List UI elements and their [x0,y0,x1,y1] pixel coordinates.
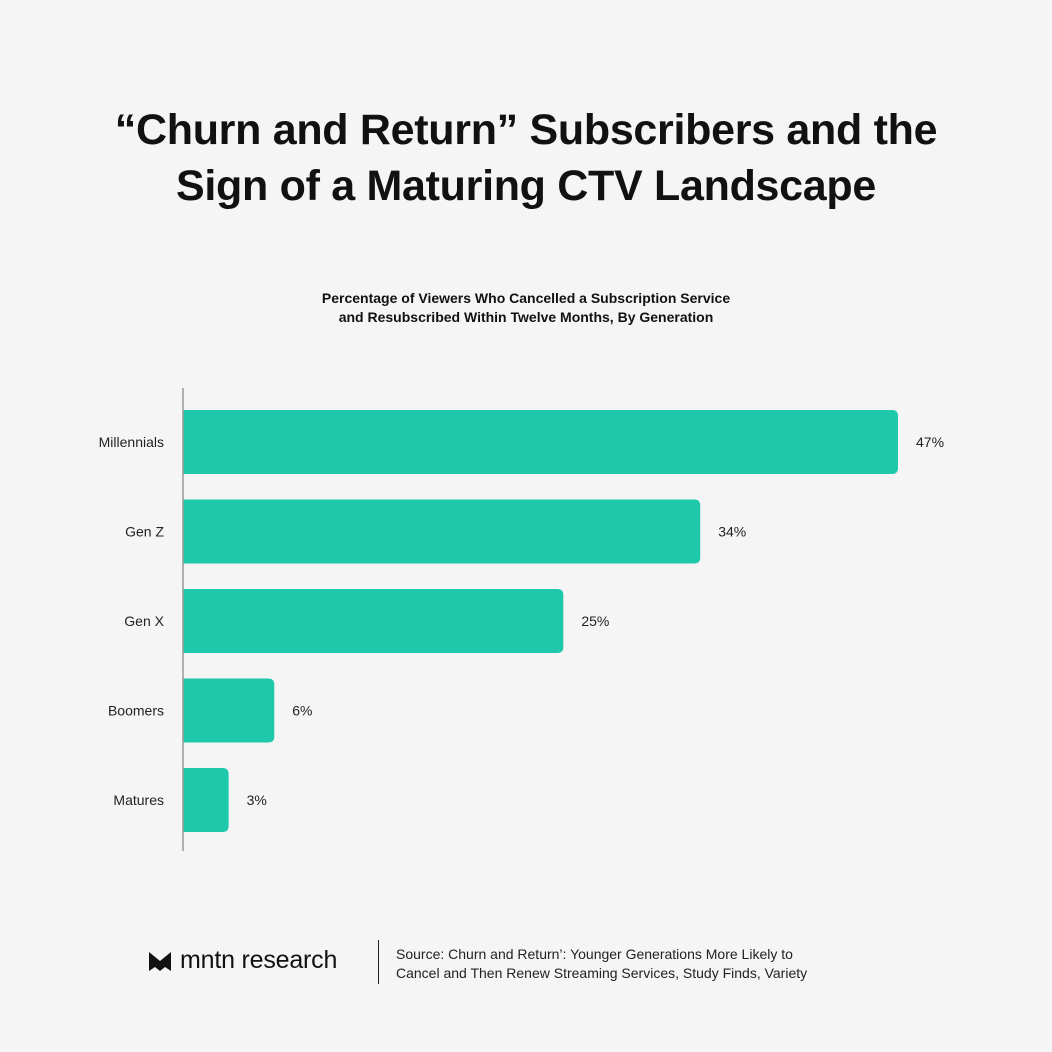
mntn-logo-icon [149,951,171,971]
title-line-1: “Churn and Return” Subscribers and the [114,106,938,154]
value-label: 25% [581,613,609,629]
bar-gen-z [183,499,701,564]
category-label: Millennials [99,434,164,450]
value-label: 47% [916,434,944,450]
bar-boomers [183,678,275,743]
category-label: Gen X [124,613,164,629]
chart-title-line-1: Percentage of Viewers Who Cancelled a Su… [321,290,731,306]
category-label: Boomers [108,703,164,719]
value-label: 3% [247,792,267,808]
mntn-logo: mntn research [148,946,337,975]
bar-matures [183,768,229,832]
chart-title-line-2: and Resubscribed Within Twelve Months, B… [338,309,714,325]
bar-millennials [183,410,898,474]
value-label: 6% [292,703,312,719]
logo-text: mntn research [180,946,338,974]
page-title: “Churn and Return” Subscribers and the S… [0,102,1052,214]
source-line-2: Cancel and Then Renew Streaming Services… [396,965,808,981]
category-label: Gen Z [125,524,164,540]
source-line-1: Source: Churn and Return’: Younger Gener… [396,946,793,962]
value-label: 34% [718,524,746,540]
source-text: Source: Churn and Return’: Younger Gener… [396,945,807,983]
footer-divider [378,940,379,984]
bar-gen-x [183,589,564,653]
chart-title: Percentage of Viewers Who Cancelled a Su… [0,289,1052,327]
category-label: Matures [113,792,164,808]
title-line-2: Sign of a Maturing CTV Landscape [176,162,876,210]
